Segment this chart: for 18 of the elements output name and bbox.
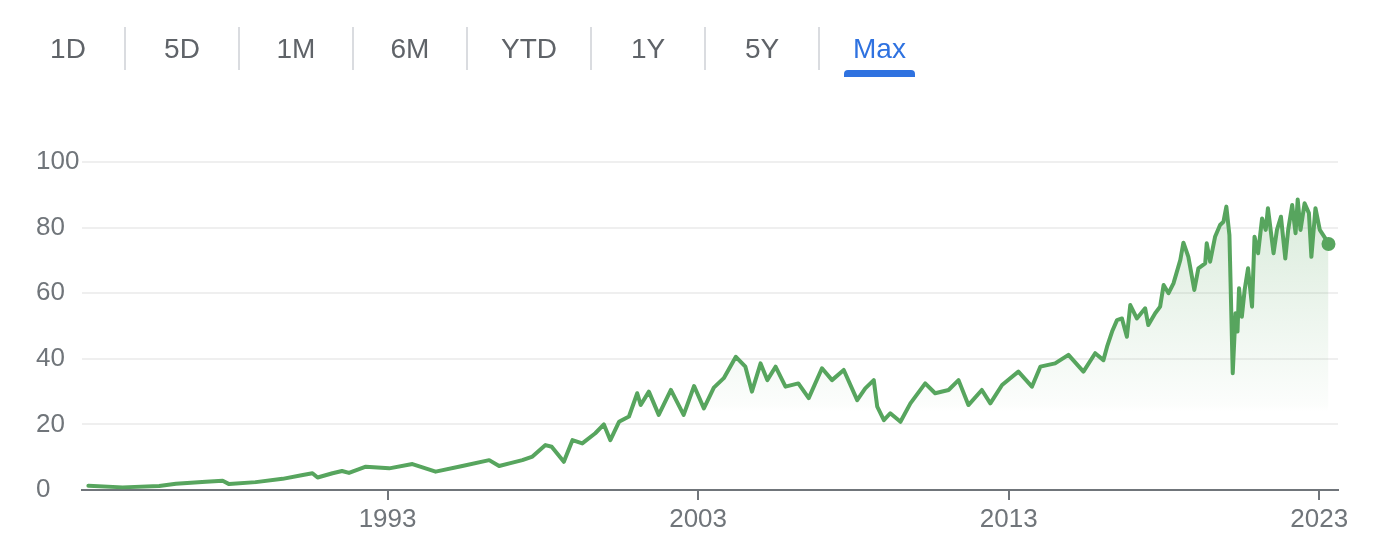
x-tick-label: 2023 <box>1290 502 1349 533</box>
y-tick-label: 60 <box>36 276 65 307</box>
y-tick-label: 80 <box>36 210 65 241</box>
x-tick-label: 2003 <box>669 502 728 533</box>
text: 5D <box>164 32 200 65</box>
text: 5Y <box>744 32 780 65</box>
y-tick-label: 20 <box>36 407 65 438</box>
y-tick-label: 40 <box>36 341 65 372</box>
text: 1Y <box>630 32 666 65</box>
y-tick-label: 0 <box>36 473 51 504</box>
text: YTD <box>501 32 557 65</box>
text: 1M <box>276 32 316 65</box>
y-tick-label: 100 <box>36 145 80 176</box>
x-tick-label: 2013 <box>979 502 1038 533</box>
text: 1D <box>50 32 86 65</box>
x-tick-label: 1993 <box>358 502 417 533</box>
text: 6M <box>390 32 430 65</box>
text: Max <box>853 32 906 65</box>
